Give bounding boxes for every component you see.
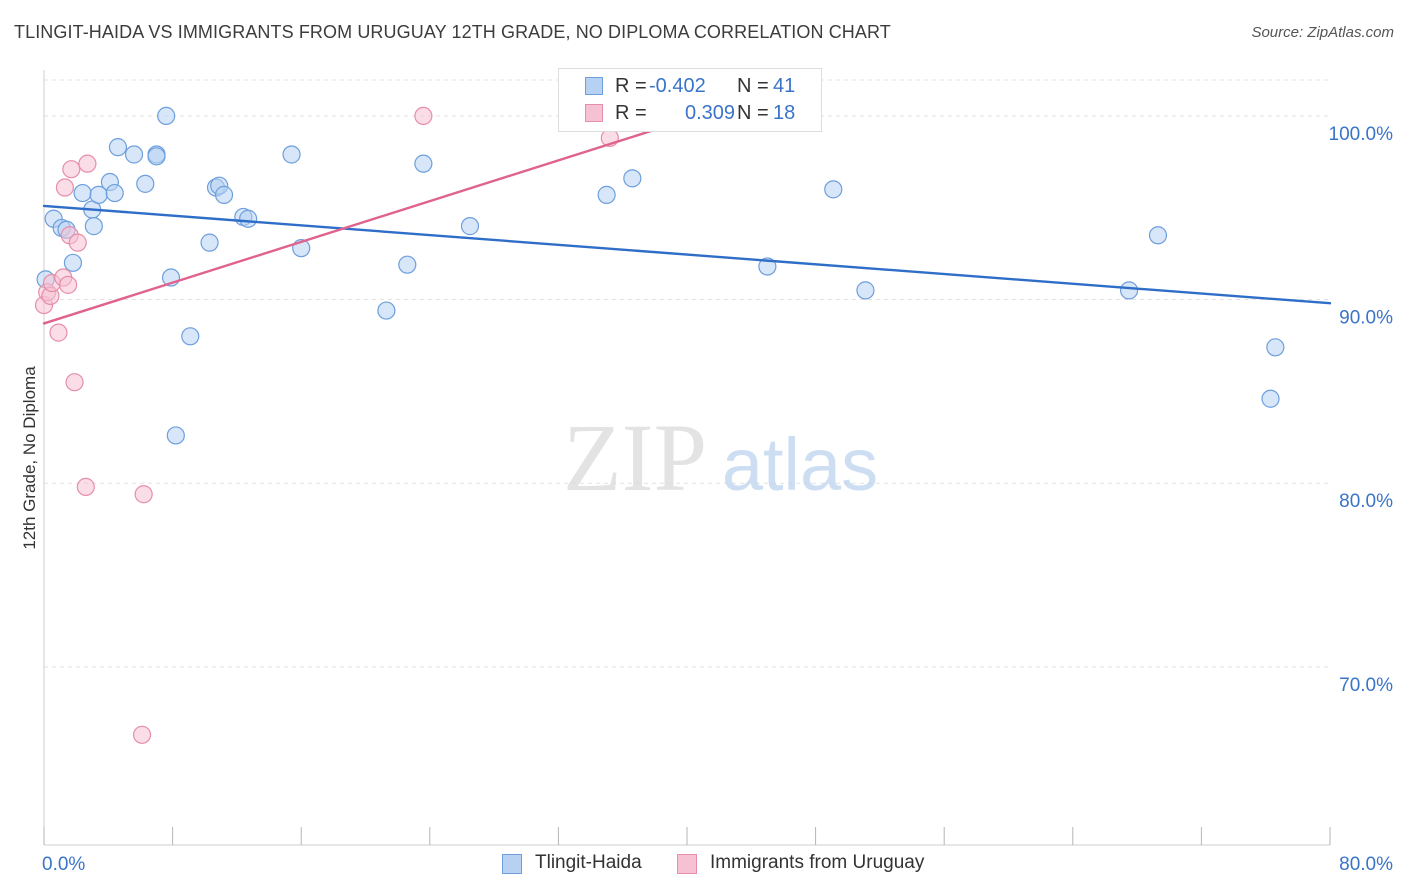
- legend-r-value: -0.402: [649, 75, 706, 97]
- tlingit-haida-point: [157, 106, 176, 126]
- legend-n-label: N =: [737, 75, 769, 97]
- uruguay-point: [65, 373, 84, 392]
- tlingit-haida-point: [73, 183, 92, 203]
- tlingit-haida-point: [108, 138, 128, 157]
- tlingit-haida-point: [1119, 281, 1139, 300]
- trend-lines: [42, 118, 1332, 325]
- chart-title: TLINGIT-HAIDA VS IMMIGRANTS FROM URUGUAY…: [14, 22, 891, 42]
- tlingit-haida-point: [1148, 226, 1168, 245]
- uruguay-point: [132, 725, 152, 744]
- uruguay-point: [55, 178, 74, 197]
- tlingit-haida-point: [1266, 338, 1285, 357]
- tlingit-haida-point: [239, 209, 258, 228]
- tlingit-haida-point: [1261, 389, 1280, 408]
- bottom-legend-swatch-blue: [502, 854, 522, 874]
- tlingit-haida-point: [758, 257, 777, 276]
- legend-n-value: 18: [773, 102, 796, 124]
- uruguay-point: [62, 160, 81, 179]
- tlingit-haida-point: [623, 169, 642, 188]
- legend-r-label: R =: [615, 102, 647, 124]
- tlingit-haida-point: [398, 255, 417, 274]
- tlingit-haida-point: [414, 154, 433, 173]
- uruguay-point: [49, 323, 68, 342]
- tlingit-haida-point: [63, 253, 83, 272]
- legend-r-label: R =: [615, 75, 647, 97]
- uruguay-trend-line: [42, 118, 689, 325]
- tlingit-haida-point: [136, 174, 155, 193]
- tlingit-haida-point: [200, 233, 219, 252]
- uruguay-point: [78, 154, 97, 173]
- tlingit-haida-point: [214, 185, 234, 204]
- tlingit-haida-point: [282, 145, 301, 164]
- source-credit: Source: ZipAtlas.com: [1251, 24, 1394, 41]
- y-tick-label: 90.0%: [1339, 308, 1393, 329]
- tlingit-haida-point: [105, 183, 124, 203]
- data-points: [34, 106, 1285, 744]
- x-tick-label: 80.0%: [1339, 854, 1393, 875]
- tlingit-haida-point: [377, 301, 396, 320]
- legend-swatch-blue: [585, 77, 603, 95]
- tlingit-haida-point: [856, 281, 875, 300]
- y-tick-label: 70.0%: [1339, 675, 1393, 696]
- tlingit-haida-trend-line: [42, 204, 1332, 305]
- uruguay-point: [134, 485, 153, 504]
- zipatlas-watermark: ZIP atlas: [563, 404, 878, 511]
- bottom-legend-swatch-pink: [677, 854, 697, 874]
- gridlines: [44, 79, 1330, 668]
- bottom-legend-label: Tlingit-Haida: [535, 852, 642, 873]
- y-tick-label: 100.0%: [1329, 124, 1394, 145]
- tlingit-haida-point: [824, 180, 843, 199]
- axes: [43, 70, 1331, 846]
- uruguay-point: [76, 477, 95, 496]
- stats-legend: R = -0.402 N = 41 R = 0.309 N = 18: [558, 68, 822, 132]
- x-tick-label: 0.0%: [42, 854, 85, 875]
- watermark-atlas: atlas: [722, 423, 878, 506]
- uruguay-point: [414, 106, 433, 126]
- tlingit-haida-point: [84, 217, 103, 236]
- legend-n-value: 41: [773, 75, 796, 97]
- tlingit-haida-point: [460, 217, 480, 236]
- tlingit-haida-point: [166, 426, 185, 445]
- uruguay-point: [68, 233, 87, 252]
- y-tick-label: 80.0%: [1339, 491, 1393, 512]
- tlingit-haida-point: [147, 147, 166, 166]
- tlingit-haida-point: [181, 327, 200, 346]
- legend-swatch-pink: [585, 104, 603, 122]
- watermark-zip: ZIP: [563, 404, 707, 511]
- tlingit-haida-point: [124, 145, 144, 164]
- tick-labels: 100.0% 90.0% 80.0% 70.0% 0.0% 80.0%: [42, 124, 1393, 875]
- legend-r-value: 0.309: [685, 102, 736, 124]
- legend-n-label: N =: [737, 102, 769, 124]
- bottom-legend-label: Immigrants from Uruguay: [710, 852, 925, 873]
- uruguay-point: [59, 275, 78, 294]
- tlingit-haida-point: [597, 185, 616, 204]
